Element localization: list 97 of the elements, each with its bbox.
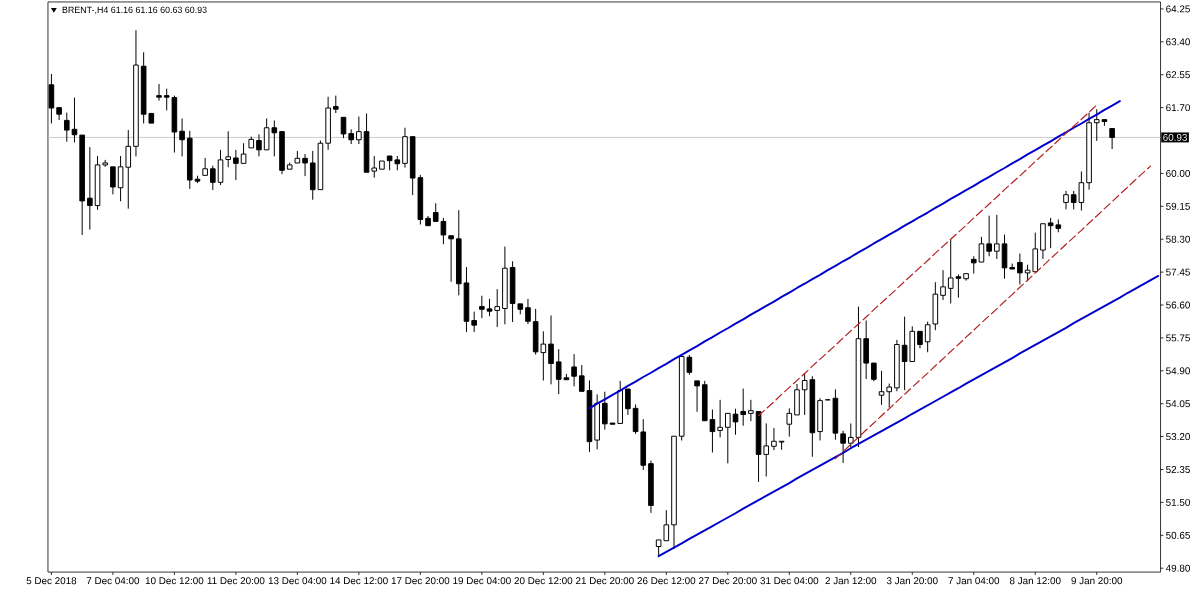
candlestick [878, 370, 885, 406]
x-tick-label: 9 Jan 20:00 [1071, 577, 1123, 585]
candlestick [494, 288, 501, 328]
x-tick-label: 13 Dec 04:00 [268, 577, 327, 585]
candlestick [1086, 112, 1092, 191]
x-tick-label: 3 Jan 20:00 [886, 577, 938, 585]
candlestick [609, 422, 616, 425]
candlestick [832, 388, 839, 441]
candlestick [356, 116, 362, 145]
candlestick [817, 397, 823, 442]
candlestick [502, 246, 508, 325]
candlestick [240, 142, 247, 164]
y-tick-label: 58.30 [1166, 235, 1190, 243]
y-tick-label: 57.45 [1166, 268, 1190, 276]
candlestick [548, 315, 554, 385]
candlestick [940, 269, 946, 301]
candlestick [863, 320, 869, 380]
y-tick-label: 55.75 [1166, 334, 1190, 342]
candlestick [87, 146, 93, 231]
x-tick-label: 11 Dec 20:00 [207, 577, 265, 585]
chart-title: BRENT-,H4 61.16 61.16 60.63 60.93 [62, 6, 207, 15]
candlestick [970, 255, 977, 275]
candlestick [648, 460, 654, 514]
ref-line-label: 60.93 [1163, 134, 1187, 142]
y-tick-label: 52.35 [1166, 466, 1190, 474]
candlestick [963, 273, 969, 282]
candlestick [1017, 253, 1023, 286]
x-tick-label: 8 Jan 12:00 [1009, 577, 1061, 585]
candlestick [379, 160, 385, 170]
y-tick-label: 51.50 [1166, 499, 1190, 506]
candlestick [279, 131, 285, 175]
candlestick [671, 435, 677, 550]
candlestick [1109, 128, 1115, 150]
candlestick [202, 157, 208, 176]
y-tick-label: 62.55 [1166, 71, 1190, 79]
candlestick [233, 149, 239, 181]
y-tick-label: 50.65 [1166, 531, 1190, 539]
candlestick [348, 128, 354, 145]
candlestick [717, 399, 723, 438]
candlestick [917, 330, 923, 349]
candlestick [748, 399, 754, 422]
candlestick [725, 412, 731, 464]
candlestick [179, 118, 185, 157]
y-tick-label: 61.70 [1166, 104, 1190, 112]
candlestick [110, 166, 116, 195]
candlestick [594, 394, 600, 450]
candlestick [1063, 190, 1069, 211]
candlestick [732, 408, 739, 436]
x-tick-label: 17 Dec 20:00 [391, 577, 450, 585]
y-tick-label: 54.05 [1166, 400, 1190, 408]
candlestick [986, 215, 992, 257]
candlestick [786, 407, 793, 438]
x-tick-label: 27 Dec 20:00 [698, 577, 757, 585]
x-tick-label: 20 Dec 12:00 [514, 577, 573, 585]
candlestick [156, 83, 162, 102]
candlestick [571, 353, 577, 387]
x-tick-label: 5 Dec 2018 [26, 577, 77, 585]
candlestick [448, 235, 454, 283]
x-tick-label: 21 Dec 20:00 [575, 577, 634, 585]
candlestick [694, 380, 700, 413]
x-tick-label: 7 Dec 04:00 [86, 577, 140, 585]
x-tick-label: 14 Dec 12:00 [330, 577, 388, 585]
x-tick-label: 31 Dec 04:00 [760, 577, 819, 585]
candlestick [794, 383, 800, 416]
y-tick-label: 64.25 [1166, 5, 1190, 13]
candlestick [402, 127, 408, 169]
x-tick-label: 19 Dec 04:00 [453, 577, 511, 585]
candlestick [771, 427, 777, 451]
y-tick-label: 63.40 [1166, 38, 1190, 46]
y-tick-label: 54.90 [1166, 367, 1190, 375]
candlestick [455, 209, 462, 296]
y-tick-label: 60.00 [1166, 170, 1190, 177]
y-tick-label: 59.15 [1166, 202, 1190, 210]
x-tick-label: 7 Jan 04:00 [948, 577, 1000, 585]
candlestick [463, 266, 470, 333]
candlestick [625, 388, 631, 416]
x-tick-label: 26 Dec 12:00 [637, 577, 696, 585]
candlestick [425, 215, 431, 227]
candlestick [740, 388, 746, 427]
line-series [588, 100, 1121, 410]
candlestick [578, 364, 585, 392]
x-tick-label: 2 Jan 12:00 [825, 577, 877, 585]
candlestick [525, 298, 531, 325]
candlestick [294, 150, 301, 164]
candlestick [325, 96, 331, 151]
candlestick [133, 29, 139, 157]
y-tick-label: 56.60 [1166, 301, 1190, 309]
candlestick [1040, 223, 1046, 260]
y-tick-label: 49.80 [1165, 564, 1190, 572]
candlestick [56, 107, 62, 121]
candlestick [840, 430, 846, 464]
candlestick [79, 134, 85, 236]
candlestick [302, 153, 308, 177]
candlestick [894, 339, 900, 392]
candlestick [256, 133, 262, 157]
x-tick-label: 10 Dec 12:00 [145, 577, 204, 585]
y-tick-label: 53.20 [1166, 433, 1190, 441]
